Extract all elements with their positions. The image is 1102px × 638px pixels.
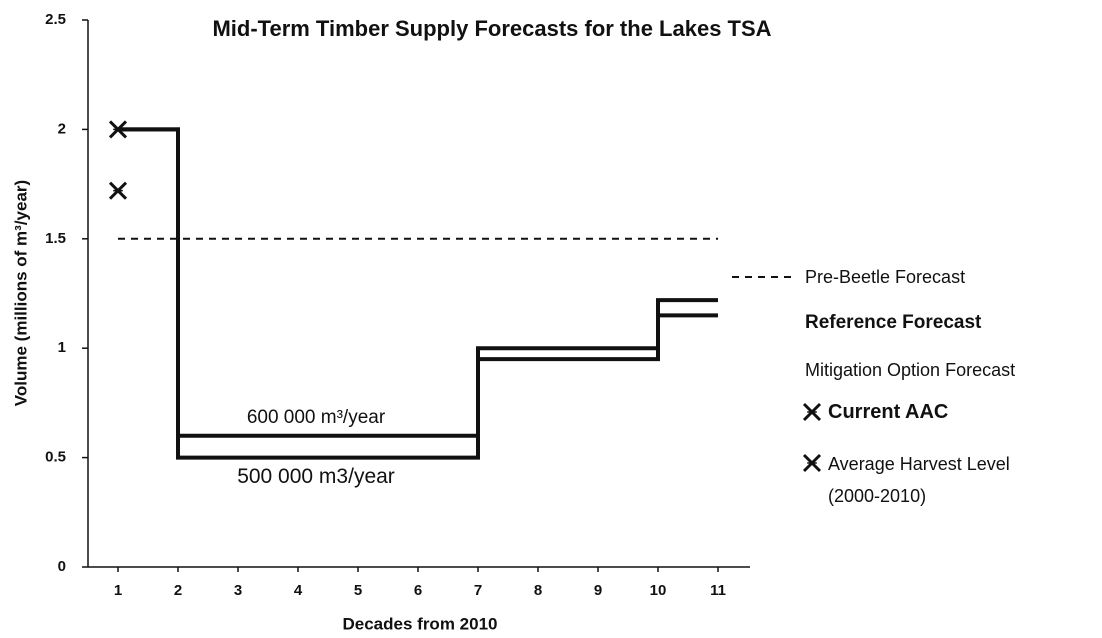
marker [108,181,128,200]
x-tick-label: 6 [414,582,422,599]
y-tick-label: 2 [58,120,66,137]
x-tick-label: 5 [354,582,362,599]
x-tick-label: 1 [114,582,122,599]
x-tick-label: 9 [594,582,602,599]
y-tick-label: 1 [58,339,66,356]
y-tick-label: 0.5 [45,449,66,466]
legend-label: Pre-Beetle Forecast [805,267,966,287]
legend-label: Average Harvest Level (2000-2010) [828,454,1010,506]
marker [108,120,128,139]
chart-title: Mid-Term Timber Supply Forecasts for the… [212,16,771,41]
marker [802,453,822,473]
x-tick-label: 10 [650,582,667,599]
x-tick-label: 2 [174,582,182,599]
step-line [118,127,718,460]
marker [802,402,822,422]
y-tick-label: 1.5 [45,230,66,247]
y-tick-label: 0 [58,558,66,575]
annotation: 600 000 m³/year [247,407,386,428]
annotation: 500 000 m3/year [237,465,395,488]
x-tick-label: 8 [534,582,542,599]
legend-label: Mitigation Option Forecast [805,360,1016,380]
legend-label: Current AAC [828,401,949,423]
y-axis-label: Volume (millions of m³/year) [11,180,30,406]
x-tick-label: 3 [234,582,242,599]
x-tick-label: 11 [710,582,726,599]
y-tick-label: 2.5 [45,11,66,28]
x-axis-label: Decades from 2010 [343,614,498,633]
legend-label: Reference Forecast [805,312,982,333]
x-tick-label: 7 [474,582,482,599]
step-line [118,127,718,438]
x-tick-label: 4 [294,582,303,599]
